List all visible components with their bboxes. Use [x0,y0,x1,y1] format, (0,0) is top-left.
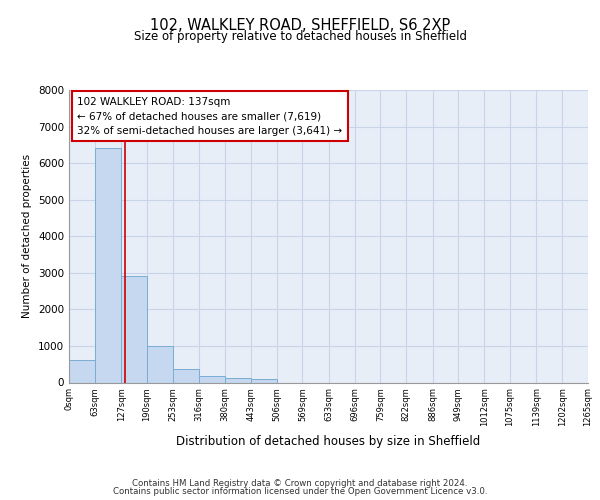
Y-axis label: Number of detached properties: Number of detached properties [22,154,32,318]
Text: Size of property relative to detached houses in Sheffield: Size of property relative to detached ho… [133,30,467,43]
Bar [251,380,277,382]
Text: 102 WALKLEY ROAD: 137sqm
← 67% of detached houses are smaller (7,619)
32% of sem: 102 WALKLEY ROAD: 137sqm ← 67% of detach… [77,96,343,136]
Bar [173,368,199,382]
Bar [199,376,225,382]
Bar [225,378,251,382]
X-axis label: Distribution of detached houses by size in Sheffield: Distribution of detached houses by size … [176,434,481,448]
Bar [121,276,147,382]
Bar [147,346,173,383]
Bar [95,148,121,382]
Bar [69,360,95,382]
Text: Contains public sector information licensed under the Open Government Licence v3: Contains public sector information licen… [113,487,487,496]
Text: 102, WALKLEY ROAD, SHEFFIELD, S6 2XP: 102, WALKLEY ROAD, SHEFFIELD, S6 2XP [150,18,450,32]
Text: Contains HM Land Registry data © Crown copyright and database right 2024.: Contains HM Land Registry data © Crown c… [132,478,468,488]
